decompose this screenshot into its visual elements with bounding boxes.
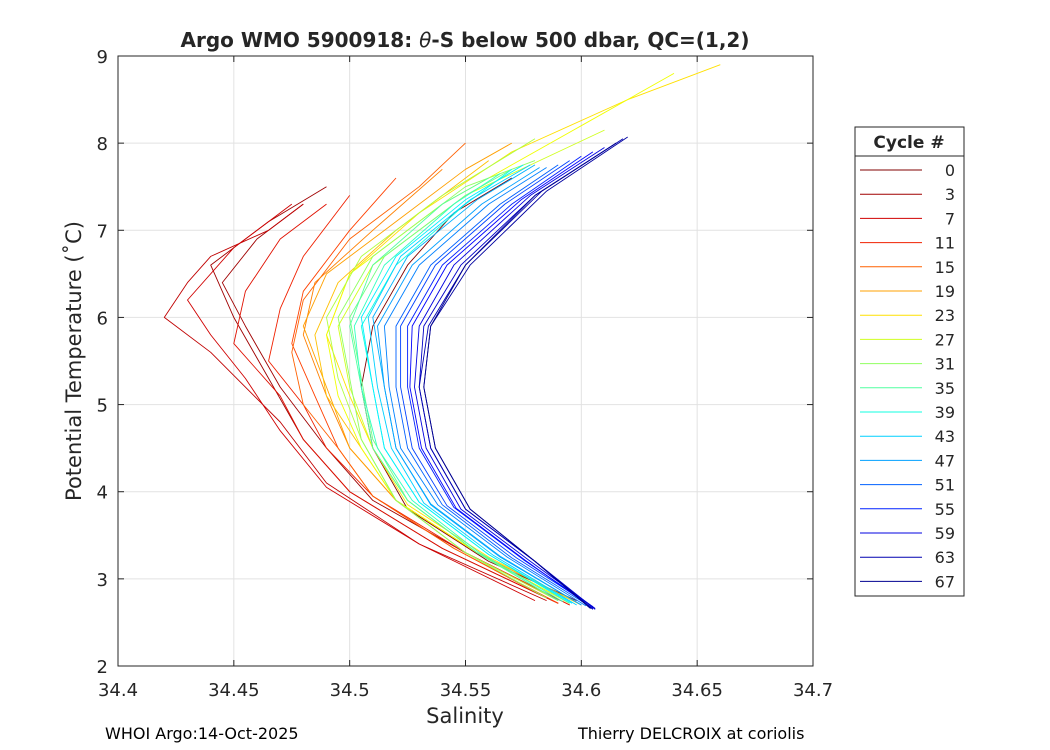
legend-box bbox=[854, 126, 965, 597]
legend-item: 19 bbox=[860, 282, 955, 301]
legend-item: 35 bbox=[860, 379, 955, 398]
series-line-cycle-55 bbox=[407, 155, 594, 608]
series-line-cycle-57 bbox=[409, 151, 594, 609]
legend-label: 15 bbox=[935, 258, 955, 277]
x-tick-label: 34.7 bbox=[793, 680, 833, 701]
legend-label: 39 bbox=[935, 403, 955, 422]
legend-label: 59 bbox=[935, 524, 955, 543]
series-line-cycle-25 bbox=[326, 73, 675, 604]
legend-label: 47 bbox=[935, 451, 955, 470]
series-line-cycle-51 bbox=[395, 164, 591, 608]
legend-item: 0 bbox=[860, 161, 955, 180]
series-line-cycle-9 bbox=[233, 203, 559, 604]
y-tick-label: 9 bbox=[97, 47, 108, 68]
legend-entries: 0 3 7 11 15 19 23 27 31 35 39 43 47 51 55 59 63 67 bbox=[860, 161, 955, 591]
legend-label: 43 bbox=[935, 427, 955, 446]
x-tick-label: 34.5 bbox=[330, 680, 370, 701]
series-line-cycle-59 bbox=[414, 147, 605, 609]
series-line-cycle-53 bbox=[400, 160, 594, 608]
legend-label: 7 bbox=[945, 209, 955, 228]
chart-title: Argo WMO 5900918: θ-S below 500 dbar, QC… bbox=[181, 28, 750, 52]
legend-label: 31 bbox=[935, 355, 955, 374]
series-line-cycle-37 bbox=[353, 173, 564, 602]
series-group bbox=[163, 64, 721, 610]
y-axis-label: Potential Temperature (˚C) bbox=[62, 221, 86, 501]
legend-item: 51 bbox=[860, 476, 955, 495]
legend-item: 3 bbox=[860, 185, 955, 204]
y-tick-label: 4 bbox=[97, 483, 108, 504]
series-line-cycle-7 bbox=[187, 203, 536, 602]
series-line-cycle-31 bbox=[337, 160, 547, 599]
x-tick-label: 34.65 bbox=[671, 680, 723, 701]
legend-label: 27 bbox=[935, 330, 955, 349]
x-tick-label: 34.45 bbox=[208, 680, 260, 701]
legend-label: 55 bbox=[935, 500, 955, 519]
series-line-cycle-47 bbox=[377, 167, 582, 606]
legend-item: 11 bbox=[860, 234, 955, 253]
legend-item: 47 bbox=[860, 451, 955, 470]
axis-ticks: 34.4 34.45 34.5 34.55 34.6 34.65 34.7 2 3 4 5 6 7 8 9 bbox=[97, 47, 833, 701]
series-line-cycle-63 bbox=[418, 138, 624, 610]
legend-item: 27 bbox=[860, 330, 955, 349]
legend-label: 51 bbox=[935, 476, 955, 495]
x-tick-label: 34.6 bbox=[561, 680, 601, 701]
legend-label: 63 bbox=[935, 548, 955, 567]
footer-source: WHOI Argo:14-Oct-2025 bbox=[105, 724, 299, 743]
y-tick-label: 3 bbox=[97, 570, 108, 591]
y-tick-label: 5 bbox=[97, 396, 108, 417]
series-line-cycle-15 bbox=[291, 142, 547, 599]
y-tick-label: 6 bbox=[97, 308, 108, 329]
y-tick-label: 2 bbox=[97, 657, 108, 678]
legend-label: 19 bbox=[935, 282, 955, 301]
legend-title: Cycle # bbox=[873, 133, 944, 153]
y-tick-label: 7 bbox=[97, 221, 108, 242]
x-tick-label: 34.55 bbox=[440, 680, 492, 701]
legend-item: 7 bbox=[860, 209, 955, 228]
legend-item: 43 bbox=[860, 427, 955, 446]
x-axis-label: Salinity bbox=[426, 704, 504, 728]
legend-item: 15 bbox=[860, 258, 955, 277]
legend-item: 63 bbox=[860, 548, 955, 567]
legend-item: 23 bbox=[860, 306, 955, 325]
legend-item: 67 bbox=[860, 572, 955, 591]
series-line-cycle-67 bbox=[423, 142, 617, 609]
legend-item: 31 bbox=[860, 355, 955, 374]
legend-item: 39 bbox=[860, 403, 955, 422]
legend-label: 11 bbox=[935, 234, 955, 253]
x-tick-label: 34.4 bbox=[98, 680, 138, 701]
legend-label: 0 bbox=[945, 161, 955, 180]
legend-label: 3 bbox=[945, 185, 955, 204]
series-line-cycle-1 bbox=[221, 203, 570, 606]
y-tick-label: 8 bbox=[97, 134, 108, 155]
series-line-cycle-49 bbox=[383, 167, 587, 607]
footer-credit: Thierry DELCROIX at coriolis bbox=[578, 724, 805, 743]
legend: Cycle # 0 3 7 11 15 19 23 27 31 35 39 43 47 51 55 59 63 6… bbox=[854, 126, 965, 597]
legend-label: 23 bbox=[935, 306, 955, 325]
legend-item: 55 bbox=[860, 500, 955, 519]
series-line-cycle-43 bbox=[367, 164, 577, 606]
legend-label: 67 bbox=[935, 572, 955, 591]
legend-item: 59 bbox=[860, 524, 955, 543]
legend-label: 35 bbox=[935, 379, 955, 398]
series-line-cycle-41 bbox=[360, 164, 573, 604]
